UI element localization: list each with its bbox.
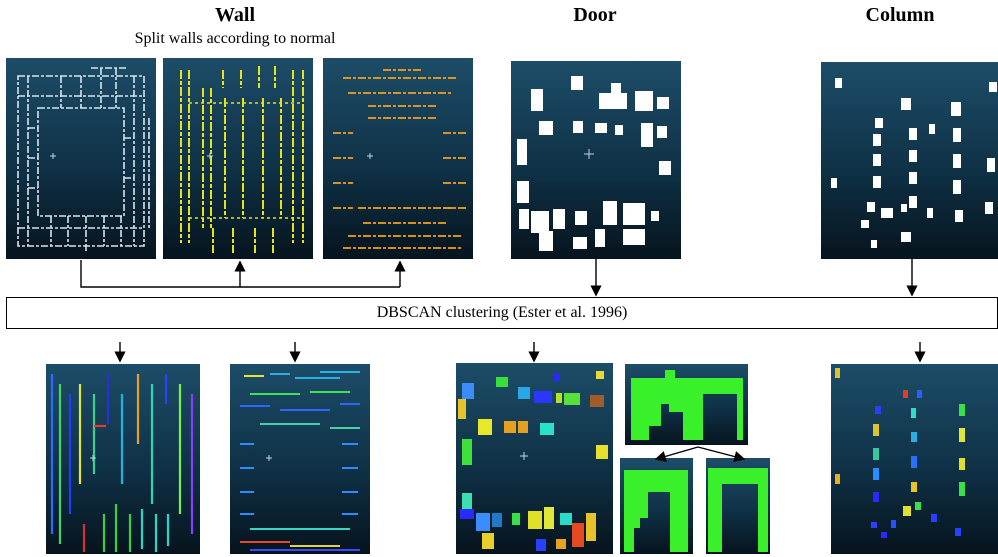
door-detail-split-a-svg <box>624 470 688 552</box>
door-heading: Door <box>573 4 617 26</box>
column-segmentation <box>821 62 998 259</box>
dbscan-clustering-box: DBSCAN clustering (Ester et al. 1996) <box>6 297 998 329</box>
wall-all-svg <box>17 67 150 253</box>
wall-normal-b-svg <box>333 69 468 249</box>
door-detail-single-svg <box>631 370 743 440</box>
door-detail-split-a <box>620 458 693 554</box>
wall-point-cloud-all <box>6 58 156 259</box>
column-segmentation-svg <box>831 78 997 248</box>
column-clusters-svg <box>835 368 965 538</box>
wall-clusters-b-svg <box>240 371 360 551</box>
wall-clusters-a-svg <box>50 374 194 552</box>
wall-normal-split-b <box>323 58 473 259</box>
wall-normal-split-a <box>163 58 313 259</box>
column-clusters <box>831 364 998 554</box>
wall-connector-line <box>80 260 400 288</box>
wall-clusters-a <box>46 364 200 554</box>
door-detail-split-b-svg <box>708 468 768 552</box>
door-segmentation <box>511 61 681 259</box>
door-detail-split-b <box>706 458 770 554</box>
wall-normal-a-svg <box>180 66 304 253</box>
column-heading: Column <box>865 4 935 26</box>
wall-clusters-b <box>230 364 370 554</box>
door-segmentation-svg <box>517 76 671 251</box>
wall-heading: Wall <box>214 4 255 26</box>
door-clusters <box>456 363 613 554</box>
door-detail-single <box>625 364 748 445</box>
door-clusters-svg <box>458 371 608 551</box>
wall-subtitle: Split walls according to normal <box>134 30 336 47</box>
door-split-arrow-a <box>654 446 699 462</box>
door-split-arrow-b <box>697 446 746 462</box>
